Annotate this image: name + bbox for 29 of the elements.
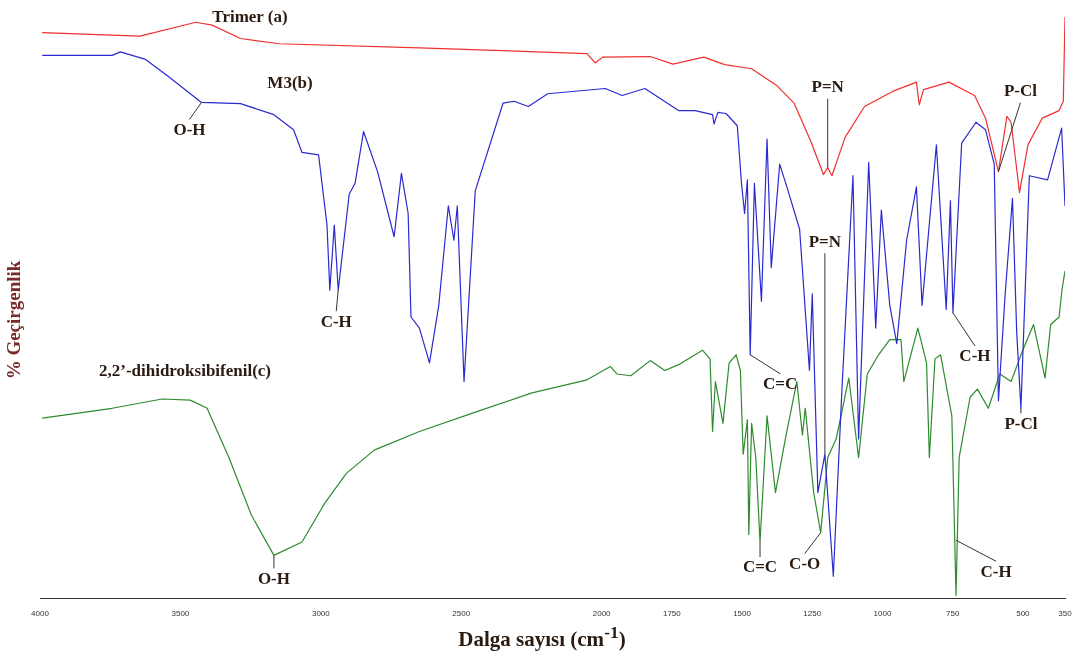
x-tick-label: 350 (1058, 609, 1073, 619)
series-label: 2,2’-dihidroksibifenil(c) (98, 361, 272, 381)
annotation: C-H (959, 346, 991, 366)
x-tick-label: 500 (1016, 609, 1031, 619)
annotation: C=C (742, 557, 778, 577)
x-tick-label: 4000 (31, 609, 50, 619)
annotation: C-H (980, 561, 1012, 581)
x-tick-label: 3500 (171, 609, 190, 619)
x-tick-label: 2500 (452, 609, 471, 619)
x-tick-label: 1500 (733, 609, 752, 619)
annotation: C=C (763, 374, 798, 394)
annotation: O-H (257, 568, 290, 588)
series-label: Trimer (a) (212, 7, 288, 27)
x-tick-label: 1250 (803, 609, 822, 619)
x-tick-label: 2000 (592, 609, 612, 619)
x-tick-label: 3000 (311, 609, 331, 619)
annotation: P=N (811, 76, 845, 96)
annotation: O-H (173, 119, 206, 139)
annotation: P-Cl (1004, 413, 1038, 433)
y-axis-title: % Geçirgenlik (3, 260, 25, 380)
annotation: C-O (789, 554, 821, 574)
x-tick-label: 1000 (873, 609, 892, 619)
series-label: M3(b) (267, 73, 313, 93)
x-tick-label: 1750 (662, 609, 682, 619)
x-tick-label: 750 (945, 609, 960, 619)
annotation: C-H (320, 311, 352, 331)
annotation: P-Cl (1003, 81, 1038, 101)
x-axis-title: Dalga sayısı (cm$^{-1}$) (457, 622, 627, 652)
annotation: P=N (808, 231, 842, 251)
